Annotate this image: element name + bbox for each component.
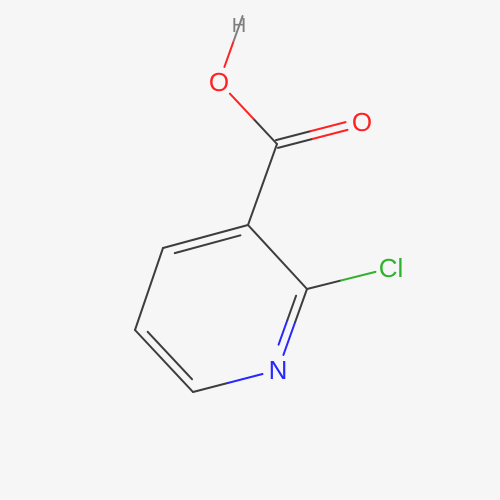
atom-Cl: Cl <box>379 255 404 281</box>
atom-O1: O <box>352 109 372 135</box>
molecule-diagram: N Cl O O H <box>0 0 500 500</box>
atom-N: N <box>269 357 288 383</box>
atom-O2: O <box>209 69 229 95</box>
atom-H: H <box>232 16 246 36</box>
bond-layer <box>0 0 500 500</box>
